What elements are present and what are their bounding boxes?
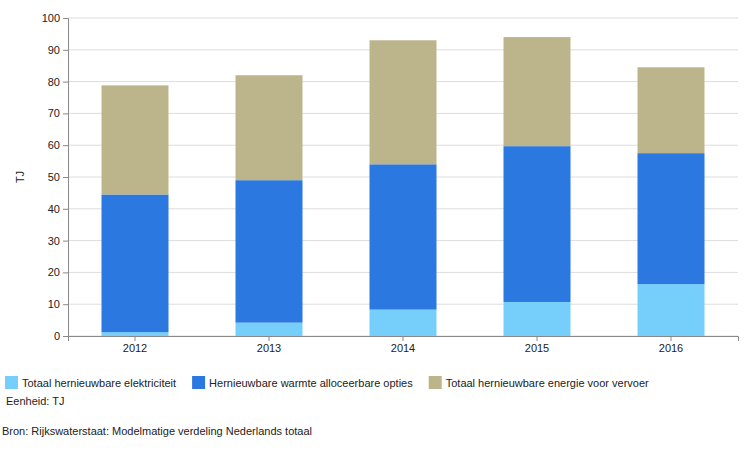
tick-label: 100 [42,12,60,24]
tick-mark [671,336,672,341]
tick-mark [269,336,270,341]
tick: 60 [48,139,68,151]
legend-item: Hernieuwbare warmte alloceerbare opties [192,376,413,389]
tick: 2013 [257,336,281,354]
chart: 0102030405060708090100201220132014201520… [0,0,750,450]
tick-mark [63,177,68,178]
tick: 2015 [525,336,549,354]
tick-label: 70 [48,107,60,119]
axis-line [69,337,739,342]
tick-label: 80 [48,76,60,88]
tick: 100 [42,12,68,24]
tick: 10 [48,298,68,310]
legend-swatch [5,376,18,389]
bar [638,284,705,336]
tick-mark [63,336,68,337]
series [102,146,705,332]
tick-label: 2013 [257,342,281,354]
legend-item: Totaal hernieuwbare energie voor vervoer [429,376,649,389]
bars [102,37,705,336]
legend-swatch [429,376,442,389]
tick: 40 [48,203,68,215]
bar [370,310,437,336]
bar [236,180,303,322]
bar [236,75,303,180]
tick-label: 90 [48,44,60,56]
bar [504,37,571,146]
tick-mark [63,50,68,51]
tick-label: 30 [48,235,60,247]
legend-label: Hernieuwbare warmte alloceerbare opties [209,377,413,389]
tick-mark [63,304,68,305]
tick-mark [403,336,404,341]
bar [102,85,169,194]
tick-label: 10 [48,298,60,310]
tick-label: 20 [48,266,60,278]
tick: 2014 [391,336,415,354]
tick-label: 2016 [659,342,683,354]
tick-label: 0 [54,330,60,342]
x-axis: 2012 2013 2014 2015 2016 [69,336,739,354]
legend-label: Totaal hernieuwbare elektriciteit [22,377,176,389]
tick: 50 [48,171,68,183]
tick: 2016 [659,336,683,354]
tick: 2012 [123,336,147,354]
tick-mark [63,113,68,114]
tick-mark [63,18,68,19]
axis-line [63,19,69,337]
tick: 0 [54,330,68,342]
grid-line [68,18,738,19]
tick-mark [135,336,136,341]
y-axis-title: TJ [14,171,26,183]
tick: 30 [48,235,68,247]
bar [102,194,169,332]
legend-label: Totaal hernieuwbare energie voor vervoer [446,377,649,389]
legend: Totaal hernieuwbare elektriciteit Hernieu… [5,376,649,389]
annotation: Bron: Rijkswaterstaat: Modelmatige verde… [2,425,312,437]
tick-mark [63,145,68,146]
tick: 20 [48,266,68,278]
tick-label: 60 [48,139,60,151]
bar [504,302,571,336]
tick-label: 2015 [525,342,549,354]
bar [638,67,705,153]
tick-label: 50 [48,171,60,183]
tick-label: 2014 [391,342,415,354]
tick-mark [63,241,68,242]
bar [236,323,303,336]
bar [504,146,571,302]
bar [102,332,169,336]
tick: 90 [48,44,68,56]
tick: 80 [48,76,68,88]
tick: 70 [48,107,68,119]
tick-mark [63,209,68,210]
bar [370,40,437,164]
tick-label: 40 [48,203,60,215]
grid [68,18,738,336]
annotation: Eenheid: TJ [6,395,65,407]
legend-swatch [192,376,205,389]
tick-mark [63,272,68,273]
bar [638,153,705,284]
tick-mark [63,82,68,83]
legend-item: Totaal hernieuwbare elektriciteit [5,376,176,389]
series [102,37,705,194]
y-axis: 0 10 20 30 40 50 60 70 80 90 100 [42,12,69,342]
bar [370,164,437,309]
tick-label: 2012 [123,342,147,354]
tick-mark [537,336,538,341]
